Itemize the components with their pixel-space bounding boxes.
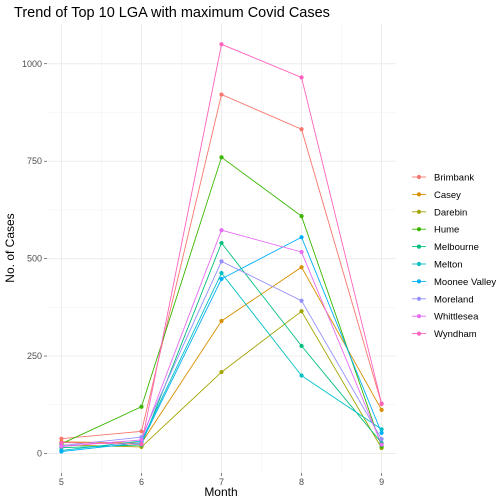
x-tick-label: 5	[59, 477, 64, 487]
legend-item-melton: Melton	[412, 260, 463, 271]
data-point-whittlesea	[379, 442, 384, 447]
legend-key-point	[416, 296, 422, 301]
legend-label: Moonee Valley	[434, 277, 496, 288]
chart-title: Trend of Top 10 LGA with maximum Covid C…	[14, 5, 330, 21]
data-point-brimbank	[299, 127, 304, 132]
legend-label: Melbourne	[434, 242, 479, 253]
data-point-wyndham	[299, 75, 304, 80]
data-point-wyndham	[379, 401, 384, 406]
legend-key-point	[416, 279, 422, 284]
legend-label: Hume	[434, 225, 459, 236]
data-point-brimbank	[59, 436, 64, 441]
y-tick-label: 500	[27, 254, 42, 264]
x-tick-label: 7	[219, 477, 224, 487]
data-point-brimbank	[139, 429, 144, 434]
data-point-whittlesea	[59, 444, 64, 449]
data-point-moreland	[379, 436, 384, 442]
legend-key-point	[416, 244, 422, 249]
legend-key-point	[416, 227, 422, 232]
data-point-moonee-valley	[379, 430, 384, 435]
y-tick-label: 1000	[22, 59, 42, 69]
data-point-wyndham	[219, 42, 224, 47]
legend-label: Brimbank	[434, 173, 474, 184]
data-point-melbourne	[299, 343, 304, 349]
legend-item-whittlesea: Whittlesea	[412, 312, 479, 323]
y-tick-label: 750	[27, 156, 42, 166]
data-point-hume	[299, 214, 304, 219]
data-point-hume	[219, 155, 224, 160]
data-point-brimbank	[219, 92, 224, 97]
x-axis-title: Month	[204, 485, 237, 499]
data-point-darebin	[219, 369, 224, 375]
y-tick-label: 0	[37, 449, 42, 459]
data-point-moonee-valley	[59, 449, 64, 454]
legend-key-point	[416, 209, 422, 214]
data-point-casey	[299, 265, 304, 270]
data-point-casey	[219, 318, 224, 324]
data-point-moreland	[219, 259, 224, 264]
data-point-wyndham	[139, 442, 144, 447]
legend-key-point	[416, 314, 422, 319]
legend-label: Whittlesea	[434, 312, 479, 323]
series-layer	[59, 42, 384, 454]
data-point-melton	[219, 270, 224, 276]
legend-item-moonee-valley: Moonee Valley	[412, 277, 496, 288]
y-tick-label: 250	[27, 351, 42, 361]
legend-item-melbourne: Melbourne	[412, 242, 479, 253]
legend-key-point	[416, 261, 422, 267]
data-point-moonee-valley	[219, 276, 224, 282]
legend-key-point	[416, 331, 422, 336]
legend-label: Wyndham	[434, 329, 477, 340]
data-point-moonee-valley	[299, 235, 304, 240]
x-tick-label: 6	[139, 477, 144, 487]
major-gridlines	[47, 24, 396, 473]
data-point-hume	[139, 404, 144, 409]
legend-item-brimbank: Brimbank	[412, 173, 474, 184]
legend-label: Moreland	[434, 294, 474, 305]
legend-label: Casey	[434, 190, 461, 201]
data-point-wyndham	[59, 440, 64, 445]
data-point-melton	[379, 427, 384, 432]
data-point-whittlesea	[299, 249, 304, 255]
legend-item-moreland: Moreland	[412, 294, 474, 305]
x-tick-label: 9	[379, 477, 384, 487]
data-point-casey	[379, 407, 384, 412]
x-axis: 5 6 7 8 9	[59, 473, 384, 487]
data-point-whittlesea	[139, 437, 144, 442]
y-axis-title: No. of Cases	[3, 213, 17, 282]
data-point-melbourne	[219, 240, 224, 246]
legend-item-casey: Casey	[412, 190, 461, 201]
data-point-melton	[299, 373, 304, 378]
x-tick-label: 8	[299, 477, 304, 487]
legend-item-wyndham: Wyndham	[412, 329, 477, 340]
legend: Brimbank Casey Darebin Hume Melbourne Melton M…	[412, 173, 496, 340]
data-point-darebin	[299, 309, 304, 314]
y-axis: 0 250 500 750 1000	[22, 59, 47, 459]
legend-label: Darebin	[434, 207, 467, 218]
legend-key-point	[416, 192, 422, 197]
legend-item-darebin: Darebin	[412, 207, 467, 218]
data-point-moreland	[299, 298, 304, 303]
legend-key-point	[416, 174, 422, 180]
legend-label: Melton	[434, 260, 463, 271]
legend-item-hume: Hume	[412, 225, 459, 236]
data-point-whittlesea	[219, 228, 224, 233]
